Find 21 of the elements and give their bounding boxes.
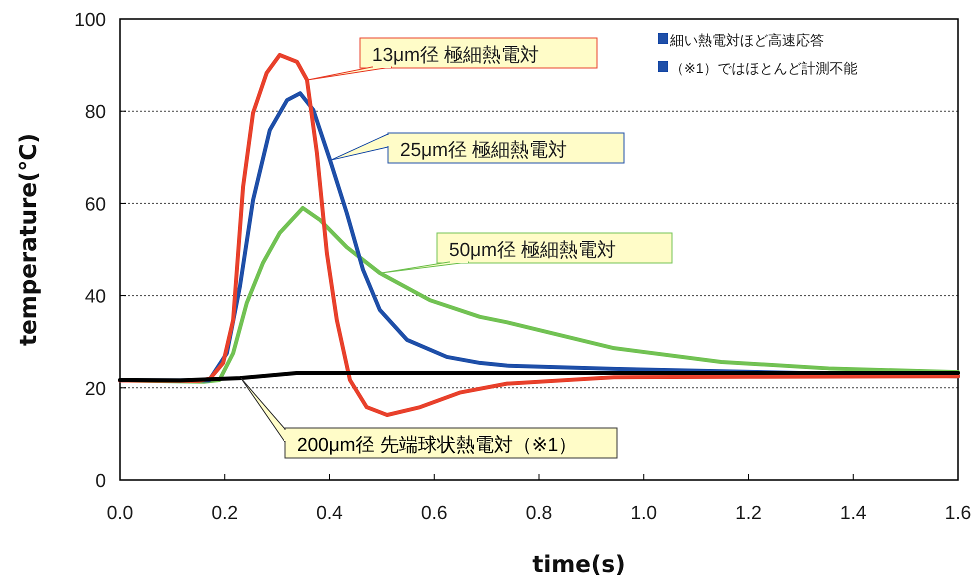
x-tick-label: 1.2 — [735, 503, 762, 524]
y-axis-title: temperature(℃) — [16, 133, 42, 346]
y-tick-label: 0 — [95, 471, 106, 492]
annotation: 細い熱電対ほど高速応答 — [669, 32, 824, 48]
y-tick-label: 20 — [84, 378, 106, 400]
x-tick-label: 0.6 — [421, 503, 448, 524]
x-tick-label: 0.8 — [526, 503, 552, 524]
x-tick-label: 0.4 — [316, 503, 344, 524]
x-tick-label: 1.4 — [840, 503, 867, 524]
x-axis-title: time(s) — [532, 552, 626, 578]
y-tick-label: 40 — [84, 286, 106, 308]
y-tick-label: 80 — [84, 102, 106, 124]
x-tick-label: 0.0 — [106, 503, 134, 524]
legend-label: 25μm径 極細熱電対 — [400, 139, 568, 161]
y-tick-label: 60 — [84, 194, 106, 216]
x-tick-label: 0.2 — [212, 503, 238, 524]
annotation: （※1）ではほとんど計測不能 — [670, 60, 858, 76]
text: 50μm径 極細熱電対 — [449, 239, 616, 261]
x-tick-label: 1.0 — [630, 503, 657, 524]
y-tick-label: 100 — [74, 10, 106, 31]
x-tick-label: 1.6 — [944, 503, 972, 524]
